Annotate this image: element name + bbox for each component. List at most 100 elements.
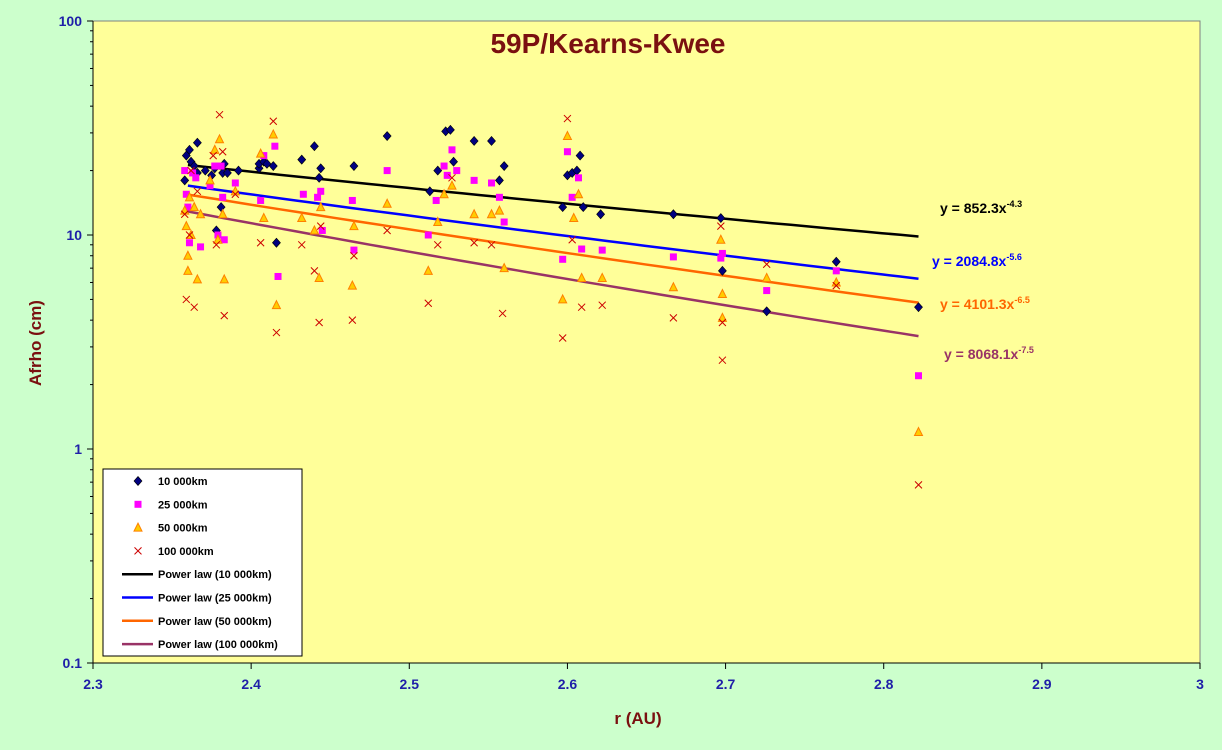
x-tick-label: 2.8 (874, 676, 894, 692)
data-point-square (453, 167, 461, 175)
data-point-cross (762, 260, 771, 269)
data-point-cross (182, 295, 191, 304)
data-point-triangle (486, 208, 497, 219)
data-point-square (182, 190, 190, 198)
data-point-square (314, 193, 322, 201)
data-point-square (299, 190, 307, 198)
data-point-diamond (316, 163, 326, 174)
data-points (179, 110, 924, 489)
data-point-cross (272, 328, 281, 337)
data-point-triangle (189, 201, 200, 212)
data-point-square (440, 162, 448, 170)
trendline-equation: y = 852.3x-4.3 (940, 199, 1022, 216)
data-point-square (424, 231, 432, 239)
data-point-triangle (562, 130, 573, 141)
legend-label: Power law (50 000km) (158, 616, 272, 628)
data-point-square (181, 167, 189, 175)
data-point-diamond (234, 165, 243, 176)
data-point-diamond (216, 202, 226, 213)
data-point-square (192, 174, 200, 182)
data-point-triangle (314, 272, 324, 282)
data-point-square (348, 196, 356, 204)
x-tick-label: 2.3 (83, 676, 103, 692)
data-point-square (495, 193, 503, 201)
data-point-cross (577, 303, 586, 312)
trendline-equation: y = 2084.8x-5.6 (932, 252, 1022, 269)
legend-label: 10 000km (158, 476, 208, 488)
data-point-triangle (382, 198, 392, 208)
chart-text: 59P/Kearns-Kwee r (AU) Afrho (cm) (26, 28, 726, 728)
data-point-square (443, 171, 451, 179)
data-point-triangle (192, 273, 203, 284)
trendlines (187, 163, 919, 338)
y-tick-label: 0.1 (63, 655, 83, 671)
data-point-cross (718, 356, 727, 365)
data-point-triangle (258, 212, 269, 223)
trendline-2 (187, 184, 919, 280)
data-point-square (432, 196, 440, 204)
data-point-triangle (217, 208, 228, 219)
data-point-triangle (315, 201, 326, 212)
data-point-diamond (425, 186, 435, 197)
data-point-diamond (469, 136, 479, 146)
data-point-cross (180, 210, 189, 219)
data-point-square (211, 162, 219, 170)
data-point-diamond (180, 175, 190, 186)
data-point-square (563, 148, 571, 156)
data-point-triangle (183, 250, 193, 260)
data-point-diamond (499, 161, 509, 171)
data-point-triangle (557, 293, 568, 304)
data-point-square (383, 167, 391, 175)
data-point-triangle (205, 174, 215, 185)
data-point-diamond (575, 150, 585, 161)
data-point-triangle (219, 273, 230, 284)
x-tick-label: 2.4 (241, 676, 261, 692)
trendline-1 (187, 163, 919, 238)
data-point-cross (598, 301, 607, 310)
data-point-square (231, 179, 239, 187)
data-point-triangle (423, 265, 434, 275)
data-point-diamond (433, 165, 443, 176)
legend-label: Power law (25 000km) (158, 593, 272, 605)
data-point-diamond (200, 165, 210, 176)
data-point-cross (383, 226, 391, 235)
data-point-square (197, 243, 205, 251)
x-tick-label: 3 (1196, 676, 1204, 692)
data-point-diamond (272, 237, 281, 248)
data-point-square (189, 169, 197, 177)
axes: 2.3 2.4 2.5 2.6 2.7 2.8 2.9 3 0.1 1 10 100 (59, 13, 1204, 692)
data-point-diamond (762, 306, 772, 317)
data-point-triangle (913, 426, 924, 437)
legend-label: Power law (100 000km) (158, 639, 278, 651)
data-point-square (448, 146, 456, 154)
data-point-square (350, 246, 358, 254)
data-point-cross (716, 222, 725, 230)
data-point-cross (256, 238, 265, 247)
trendline-4 (187, 210, 919, 338)
data-point-triangle (309, 224, 320, 235)
data-point-square (915, 372, 923, 380)
data-point-triangle (717, 312, 728, 322)
data-point-triangle (349, 220, 359, 231)
data-point-square (317, 187, 325, 195)
legend-label: Power law (10 000km) (158, 569, 272, 581)
data-point-triangle (183, 265, 193, 275)
data-point-square (220, 236, 228, 244)
data-point-triangle (717, 288, 728, 299)
data-point-cross (433, 240, 442, 249)
data-point-cross (218, 147, 227, 156)
legend-swatch-diamond (133, 476, 143, 486)
trendline-equation: y = 8068.1x-7.5 (944, 345, 1034, 362)
data-point-square (578, 245, 586, 253)
data-point-triangle (494, 204, 505, 215)
data-point-triangle (296, 212, 307, 223)
data-point-diamond (487, 136, 496, 146)
trendline-equations: y = 852.3x-4.3 y = 2084.8x-5.6 y = 4101.3x… (932, 199, 1034, 362)
data-point-cross (185, 231, 194, 239)
data-point-diamond (297, 154, 307, 165)
data-point-diamond (309, 141, 319, 152)
data-point-square (598, 246, 606, 254)
data-point-cross (350, 251, 358, 260)
data-point-triangle (214, 133, 225, 144)
data-point-square (206, 182, 214, 190)
